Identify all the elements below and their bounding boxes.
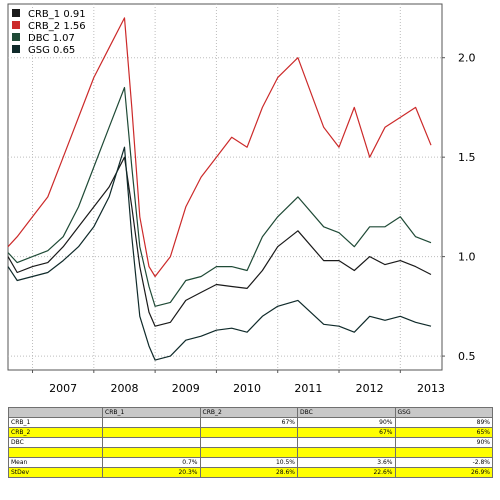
plot-frame: [7, 3, 443, 371]
table-cell: 22.6%: [297, 467, 396, 478]
table-cell: 0.7%: [102, 457, 201, 468]
legend-label: GSG 0.65: [28, 45, 75, 56]
series-line: [7, 17, 432, 278]
row-label: CRB_1: [8, 417, 103, 428]
table-cell: [199, 427, 298, 438]
stats-header-cell: CRB_2: [199, 407, 298, 418]
series-line: [7, 86, 432, 307]
table-cell: [199, 447, 298, 458]
table-cell: [102, 447, 201, 458]
table-row: DBC 90%: [8, 437, 493, 448]
series-line: [7, 146, 432, 361]
table-cell: 3.6%: [297, 457, 396, 468]
table-cell: [297, 447, 396, 458]
table-cell: 90%: [297, 417, 396, 428]
table-cell: [199, 437, 298, 448]
row-label: StDev: [8, 467, 103, 478]
legend-swatch: [12, 9, 20, 17]
x-tick-label: 2010: [233, 382, 261, 395]
legend-swatch: [12, 33, 20, 41]
x-tick-label: 2011: [294, 382, 322, 395]
table-row: StDev 20.3% 28.6% 22.6% 26.9%: [8, 467, 493, 478]
stats-header-cell: DBC: [297, 407, 396, 418]
row-label: CRB_2: [8, 427, 103, 438]
stats-header-cell: GSG: [394, 407, 493, 418]
legend-swatch: [12, 21, 20, 29]
legend-label: DBC 1.07: [28, 33, 75, 44]
y-tick-label: 0.5: [458, 350, 476, 363]
legend-swatch: [12, 45, 20, 53]
table-cell: [102, 427, 201, 438]
x-tick-label: 2013: [417, 382, 445, 395]
row-label: [8, 447, 103, 458]
table-cell: 67%: [297, 427, 396, 438]
table-cell: 20.3%: [102, 467, 201, 478]
series-line: [7, 156, 432, 327]
row-label: Mean: [8, 457, 103, 468]
y-tick-label: 1.0: [458, 251, 476, 264]
table-cell: 10.5%: [199, 457, 298, 468]
table-cell: 90%: [394, 437, 493, 448]
stats-header-cell: [8, 407, 103, 418]
row-label: DBC: [8, 437, 103, 448]
table-cell: 67%: [199, 417, 298, 428]
y-tick-label: 1.5: [458, 151, 476, 164]
x-tick-label: 2007: [49, 382, 77, 395]
table-cell: -2.8%: [394, 457, 493, 468]
legend-label: CRB_2 1.56: [28, 21, 86, 32]
table-cell: [102, 437, 201, 448]
stats-header-row: CRB_1 CRB_2 DBC GSG: [8, 407, 493, 418]
table-cell: 89%: [394, 417, 493, 428]
table-row: CRB_2 67% 65%: [8, 427, 493, 438]
table-row: CRB_1 67% 90% 89%: [8, 417, 493, 428]
table-row: [8, 447, 493, 458]
table-cell: [394, 447, 493, 458]
price-chart: 2007 2008 2009 2010 2011 2012 2013 0.5 1.0 1.5 2.0…: [7, 3, 476, 395]
x-tick-label: 2009: [172, 382, 200, 395]
stats-header-cell: CRB_1: [102, 407, 201, 418]
table-cell: [297, 437, 396, 448]
y-tick-label: 2.0: [458, 52, 476, 65]
table-cell: 26.9%: [394, 467, 493, 478]
table-cell: 65%: [394, 427, 493, 438]
x-tick-label: 2012: [356, 382, 384, 395]
statistics-table: CRB_1 CRB_2 DBC GSG CRB_1 67% 90% 89% CR…: [8, 407, 493, 478]
table-cell: 28.6%: [199, 467, 298, 478]
x-tick-label: 2008: [110, 382, 138, 395]
table-row: Mean 0.7% 10.5% 3.6% -2.8%: [8, 457, 493, 468]
legend-label: CRB_1 0.91: [28, 9, 86, 20]
table-cell: [102, 417, 201, 428]
